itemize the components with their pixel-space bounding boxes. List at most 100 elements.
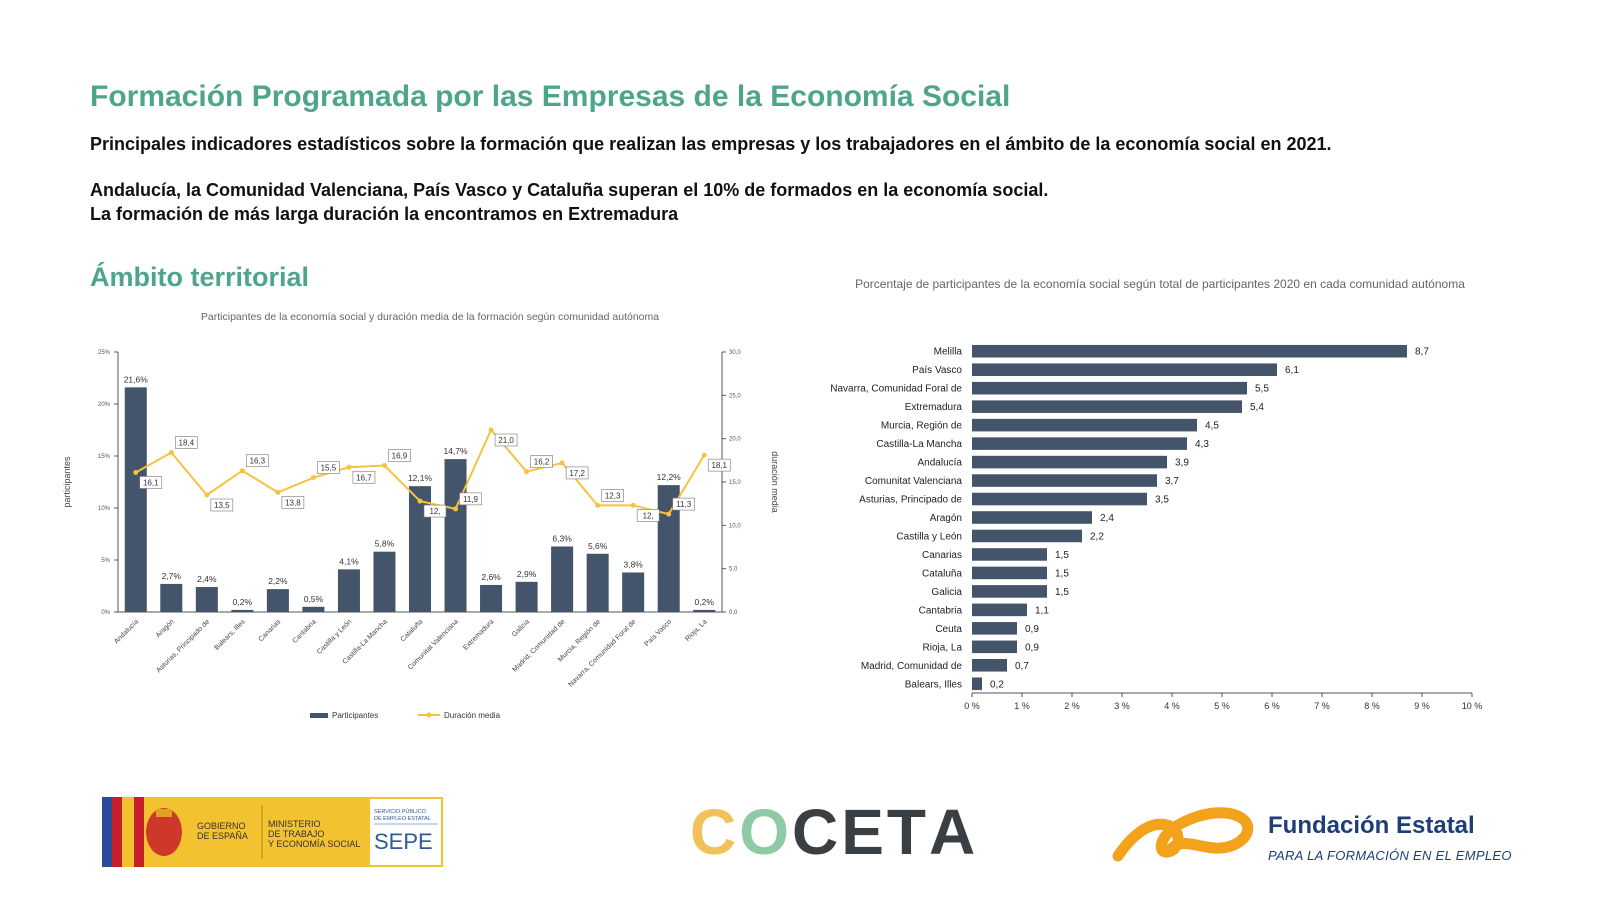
chart2-bar: [972, 418, 1197, 432]
chart1-bar: [693, 609, 716, 612]
coceta-letter-6: A: [929, 796, 979, 868]
chart1-ytick-label: 10%: [98, 506, 111, 512]
chart2-bar: [972, 529, 1082, 543]
chart1-duration-label-box: [317, 461, 340, 474]
chart1-bar: [622, 572, 645, 612]
chart1-duration-label-box: [281, 496, 305, 509]
chart2-xtick-label: 0 %: [964, 701, 980, 711]
chart2-value-label: 6,1: [1285, 365, 1299, 376]
chart2-bar: [972, 492, 1147, 506]
chart1-y2tick-label: 25,0: [729, 393, 741, 399]
chart2-bar: [972, 603, 1027, 617]
chart1-legend-duracion: Duración media: [444, 711, 501, 720]
chart2-category-label: Cataluña: [922, 568, 962, 579]
chart1-bar: [266, 589, 289, 612]
chart2-value-label: 2,2: [1090, 531, 1104, 542]
chart1-bar-label: 5,6%: [588, 541, 608, 551]
chart1-xtick-label: Balears, Illes: [213, 618, 247, 652]
coceta-letter-5: T: [886, 796, 929, 868]
chart1-duration-label-box: [210, 498, 234, 512]
chart1-xtick-label: País Vasco: [643, 618, 673, 648]
chart1-bar-label: 2,2%: [268, 576, 288, 586]
chart1-duration-point: [595, 502, 601, 508]
chart1-duration-label-box: [707, 458, 731, 472]
chart2-xtick-label: 6 %: [1264, 701, 1280, 711]
chart2-bar: [972, 640, 1017, 654]
chart1-duration-label: 12,: [429, 507, 440, 516]
chart1-bar: [302, 606, 325, 612]
chart1-bar-label: 12,2%: [657, 472, 682, 482]
chart1-duration-label-box: [530, 455, 553, 468]
participants-duration-chart: Participantes de la economía social y du…: [62, 311, 780, 720]
chart2-category-label: País Vasco: [912, 365, 962, 376]
chart1-bar: [586, 553, 609, 612]
chart2-category-label: Madrid, Comunidad de: [861, 661, 963, 672]
chart1-duration-label-box: [601, 489, 624, 502]
chart2-value-label: 5,5: [1255, 384, 1269, 395]
fundacion-tagline: PARA LA FORMACIÓN EN EL EMPLEO: [1268, 848, 1512, 863]
chart1-bar: [124, 387, 147, 612]
chart1-duration-point: [630, 502, 636, 508]
fundacion-name: Fundación Estatal: [1268, 812, 1475, 839]
chart1-duration-label: 18,1: [711, 461, 727, 470]
chart1-ytick-label: 20%: [98, 402, 111, 408]
chart1-ytick-label: 0%: [101, 610, 110, 616]
chart1-legend-participantes: Participantes: [332, 711, 378, 720]
chart2-value-label: 3,5: [1155, 495, 1169, 506]
chart2-xtick-label: 4 %: [1164, 701, 1180, 711]
chart1-bar: [337, 569, 360, 612]
chart2-bar: [972, 677, 982, 691]
chart1-duration-label: 16,1: [143, 478, 159, 487]
coceta-logo: COCETA: [690, 800, 978, 864]
chart1-xtick-label: Cataluña: [400, 618, 425, 643]
chart1-duration-point: [701, 452, 707, 458]
chart2-value-label: 8,7: [1415, 347, 1429, 358]
chart2-category-label: Galicia: [931, 587, 962, 598]
chart1-duration-label-box: [565, 466, 589, 480]
chart1-xtick-label: Canarias: [258, 618, 283, 643]
chart2-bar: [972, 437, 1187, 450]
chart2-xtick-label: 9 %: [1414, 701, 1430, 711]
chart2-value-label: 3,7: [1165, 476, 1179, 487]
chart2-category-label: Ceuta: [935, 624, 962, 635]
chart1-bar-label: 5,8%: [375, 539, 395, 549]
chart1-duration-point: [453, 506, 459, 512]
chart1-y2label: duración media: [770, 451, 780, 513]
chart1-bar-label: 6,3%: [552, 533, 572, 543]
chart2-xtick-label: 2 %: [1064, 701, 1080, 711]
chart1-xtick-label: Castilla y León: [316, 618, 353, 655]
chart1-bar: [160, 583, 183, 612]
fundacion-infinity-icon: [1112, 807, 1254, 862]
min-line-1: MINISTERIO: [268, 819, 321, 829]
chart1-bar: [657, 485, 680, 612]
chart1-y2tick-label: 5,0: [729, 567, 738, 573]
chart1-duration-label: 21,0: [498, 436, 514, 445]
chart1-bar: [515, 581, 538, 612]
chart1-ytick-label: 15%: [98, 454, 111, 460]
percentage-participants-chart: Porcentaje de participantes de la econom…: [830, 277, 1482, 711]
chart2-bar: [972, 659, 1007, 672]
chart2-bar: [972, 474, 1157, 487]
chart1-ylabel: participantes: [62, 456, 72, 508]
chart2-value-label: 0,2: [990, 679, 1004, 690]
chart2-bar: [972, 511, 1092, 524]
chart1-xtick-label: Extremadura: [462, 618, 495, 651]
chart2-category-label: Canarias: [922, 550, 962, 561]
chart2-xtick-label: 5 %: [1214, 701, 1230, 711]
chart1-duration-label-box: [672, 497, 696, 511]
chart1-title: Participantes de la economía social y du…: [201, 311, 659, 323]
coceta-letter-3: C: [792, 796, 842, 868]
chart2-value-label: 0,9: [1025, 624, 1039, 635]
chart2-value-label: 4,5: [1205, 421, 1219, 432]
chart1-duration-point: [204, 492, 210, 498]
chart1-duration-label: 16,9: [392, 452, 408, 461]
chart1-duration-point: [346, 464, 352, 470]
chart2-bar: [972, 381, 1247, 395]
coceta-letter-2: O: [739, 796, 792, 868]
sepe-small-2: DE EMPLEO ESTATAL: [374, 816, 431, 822]
chart1-duration-point: [417, 498, 423, 504]
chart1-duration-point: [488, 427, 494, 433]
chart1-bar-label: 0,2%: [233, 597, 253, 607]
chart1-xtick-label: Aragón: [155, 618, 176, 639]
chart1-ytick-label: 25%: [98, 350, 111, 356]
